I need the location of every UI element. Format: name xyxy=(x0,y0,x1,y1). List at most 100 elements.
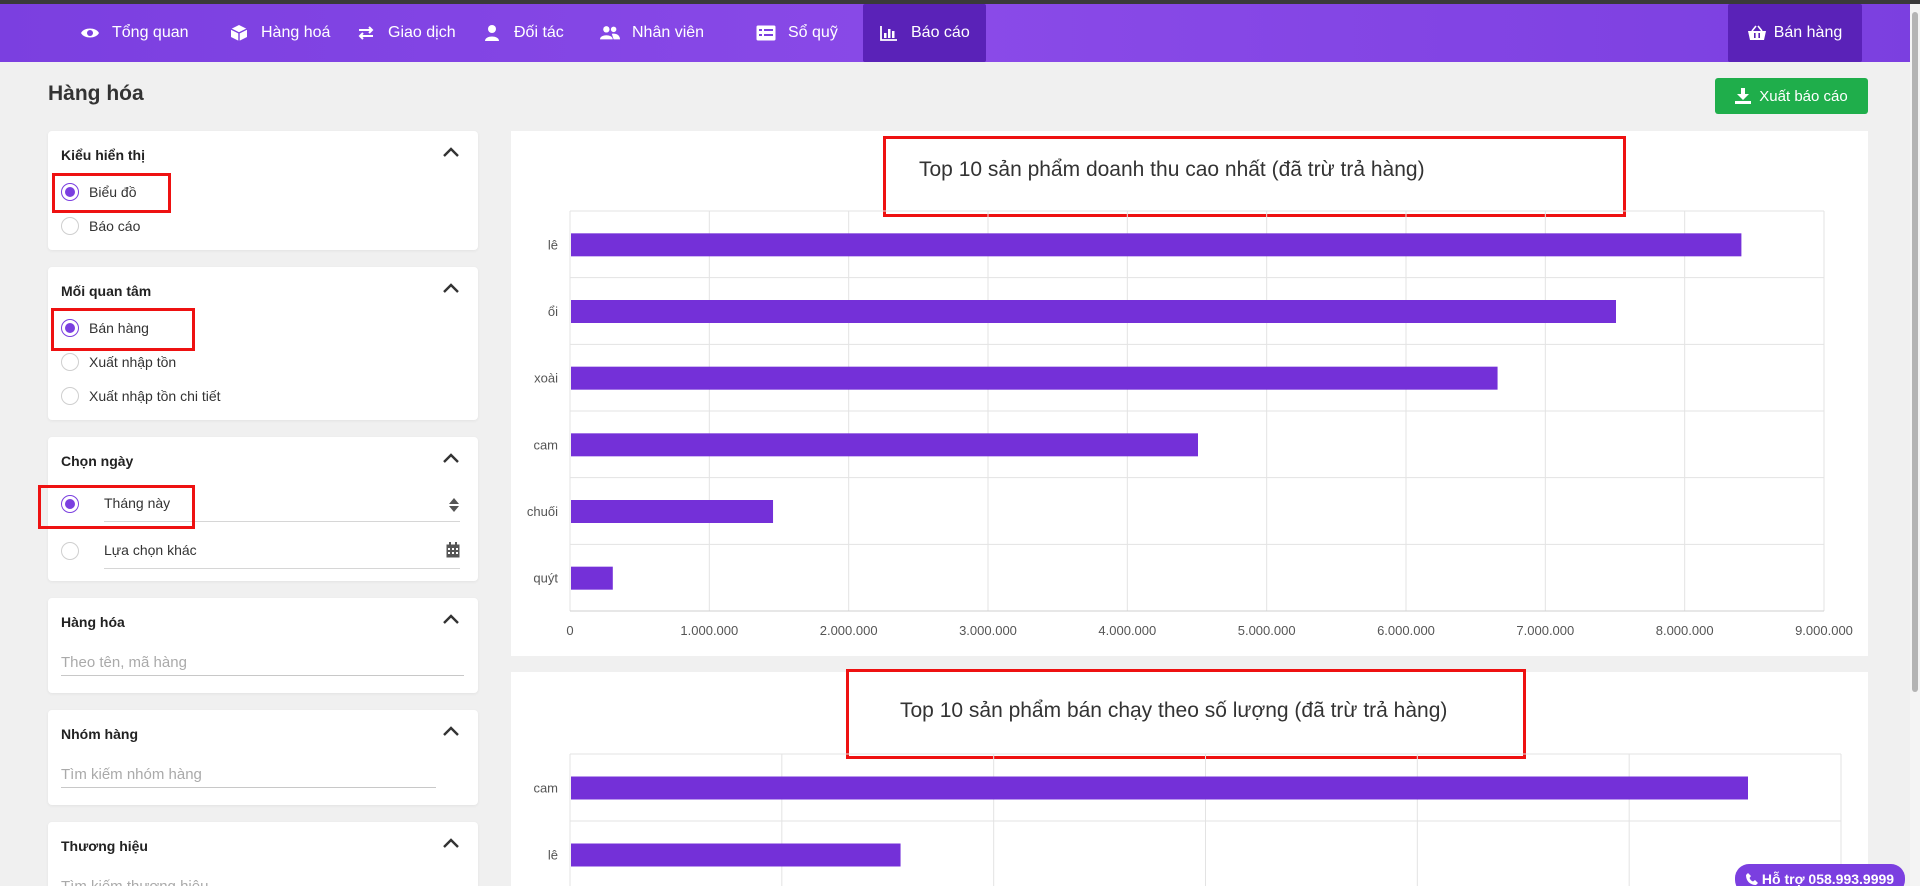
radio-indicator[interactable] xyxy=(61,495,79,513)
nav-label: Tổng quan xyxy=(112,24,189,41)
nav-item-cashbook[interactable]: Sổ quỹ xyxy=(756,4,838,62)
chevron-up-icon[interactable] xyxy=(442,145,460,159)
calendar-icon[interactable] xyxy=(446,542,460,558)
x-tick-label: 5.000.000 xyxy=(1238,623,1296,638)
radio-inventory-detail[interactable]: Xuất nhập tồn chi tiết xyxy=(61,387,221,405)
radio-indicator[interactable] xyxy=(61,183,79,201)
y-category-label: ổi xyxy=(548,304,558,319)
radio-report[interactable]: Báo cáo xyxy=(61,217,140,235)
eye-icon xyxy=(80,23,100,43)
quantity-chart-card: Top 10 sản phẩm bán chạy theo số lượng (… xyxy=(511,669,1868,886)
support-hotline-button[interactable]: Hỗ trợ 058.993.9999 xyxy=(1735,864,1905,886)
radio-this-month[interactable] xyxy=(61,495,89,513)
revenue-chart-card: Top 10 sản phẩm doanh thu cao nhất (đã t… xyxy=(511,131,1868,656)
chevron-up-icon[interactable] xyxy=(442,836,460,850)
x-tick-label: 9.000.000 xyxy=(1795,623,1853,638)
concern-panel: Mối quan tâm Bán hàng Xuất nhập tồn Xuất… xyxy=(48,267,478,420)
nav-item-reports[interactable]: Báo cáo xyxy=(863,4,986,62)
y-category-label: chuối xyxy=(527,504,558,519)
chart-title: Top 10 sản phẩm doanh thu cao nhất (đã t… xyxy=(919,158,1425,181)
other-date-label[interactable]: Lựa chọn khác xyxy=(104,542,197,558)
bar xyxy=(571,433,1198,457)
ledger-icon xyxy=(756,23,776,43)
panel-title: Thương hiệu xyxy=(61,838,148,854)
x-tick-label: 0 xyxy=(566,623,573,638)
panel-title: Kiểu hiển thị xyxy=(61,147,145,163)
export-label: Xuất báo cáo xyxy=(1759,87,1848,105)
nav-item-products[interactable]: Hàng hoá xyxy=(229,4,330,62)
sort-arrows-icon[interactable] xyxy=(448,497,460,513)
chart-title: Top 10 sản phẩm bán chạy theo số lượng (… xyxy=(900,699,1448,722)
chevron-up-icon[interactable] xyxy=(442,451,460,465)
nav-label: Giao dịch xyxy=(388,24,456,41)
product-search-input[interactable] xyxy=(61,650,464,676)
radio-label: Báo cáo xyxy=(89,218,141,234)
page-scrollbar[interactable] xyxy=(1910,4,1920,886)
panel-title: Chọn ngày xyxy=(61,453,134,469)
x-tick-label: 3.000.000 xyxy=(959,623,1017,638)
brand-search-input[interactable] xyxy=(61,874,464,886)
chevron-up-icon[interactable] xyxy=(442,281,460,295)
bar xyxy=(571,366,1498,390)
product-search-panel: Hàng hóa xyxy=(48,598,478,693)
radio-sales[interactable]: Bán hàng xyxy=(61,319,149,337)
x-tick-label: 8.000.000 xyxy=(1656,623,1714,638)
panel-title: Nhóm hàng xyxy=(61,726,138,742)
radio-label: Bán hàng xyxy=(89,320,149,336)
box-icon xyxy=(229,23,249,43)
phone-icon xyxy=(1745,873,1758,885)
panel-title: Mối quan tâm xyxy=(61,283,152,299)
bar xyxy=(571,233,1742,257)
scrollbar-thumb[interactable] xyxy=(1912,12,1918,692)
export-report-button[interactable]: Xuất báo cáo xyxy=(1715,78,1868,114)
page-title: Hàng hóa xyxy=(48,82,144,105)
panel-title: Hàng hóa xyxy=(61,614,125,630)
group-search-input[interactable] xyxy=(61,762,436,788)
radio-indicator[interactable] xyxy=(61,353,79,371)
x-tick-label: 4.000.000 xyxy=(1098,623,1156,638)
date-select-value[interactable]: Tháng này xyxy=(104,495,171,511)
users-icon xyxy=(600,23,620,43)
revenue-bar-chart: 0 1.000.000 2.000.000 3.000.000 4.000.000 5.0… xyxy=(527,210,1853,638)
top-navbar: Tổng quan Hàng hoá Giao dịch Đối tác Nhâ… xyxy=(0,4,1920,62)
radio-chart[interactable]: Biểu đồ xyxy=(61,183,136,201)
radio-label: Xuất nhập tồn xyxy=(89,354,177,370)
nav-label: Nhân viên xyxy=(632,24,705,41)
radio-indicator[interactable] xyxy=(61,319,79,337)
nav-item-transactions[interactable]: Giao dịch xyxy=(356,4,456,62)
nav-label: Đối tác xyxy=(514,24,564,41)
nav-label: Sổ quỹ xyxy=(788,24,838,41)
radio-label: Biểu đồ xyxy=(89,184,137,200)
chevron-up-icon[interactable] xyxy=(442,612,460,626)
chevron-up-icon[interactable] xyxy=(442,724,460,738)
bar xyxy=(571,843,901,867)
date-select-underline xyxy=(104,521,460,522)
bar xyxy=(571,566,613,590)
sale-button[interactable]: Bán hàng xyxy=(1728,4,1862,62)
y-category-label: quýt xyxy=(533,571,558,586)
bar xyxy=(571,300,1616,323)
bar xyxy=(571,500,774,523)
nav-item-staff[interactable]: Nhân viên xyxy=(600,4,704,62)
radio-indicator[interactable] xyxy=(61,542,79,560)
radio-indicator[interactable] xyxy=(61,387,79,405)
download-icon xyxy=(1735,88,1752,104)
x-tick-label: 6.000.000 xyxy=(1377,623,1435,638)
nav-label: Báo cáo xyxy=(911,24,970,41)
nav-item-overview[interactable]: Tổng quan xyxy=(80,4,189,62)
radio-inventory[interactable]: Xuất nhập tồn xyxy=(61,353,176,371)
y-category-label: lê xyxy=(548,848,558,863)
window-top-strip xyxy=(0,0,1920,4)
person-badge-icon xyxy=(482,23,502,43)
support-label: Hỗ trợ 058.993.9999 xyxy=(1761,871,1895,886)
y-category-label: lê xyxy=(548,237,558,252)
group-search-panel: Nhóm hàng xyxy=(48,710,478,805)
nav-item-partners[interactable]: Đối tác xyxy=(482,4,564,62)
bar xyxy=(571,776,1748,800)
radio-other-date[interactable] xyxy=(61,542,89,560)
bar-chart-icon xyxy=(879,23,899,43)
y-category-label: cam xyxy=(533,437,558,452)
radio-indicator[interactable] xyxy=(61,217,79,235)
y-category-label: xoài xyxy=(534,371,558,386)
nav-label: Hàng hoá xyxy=(261,24,331,41)
